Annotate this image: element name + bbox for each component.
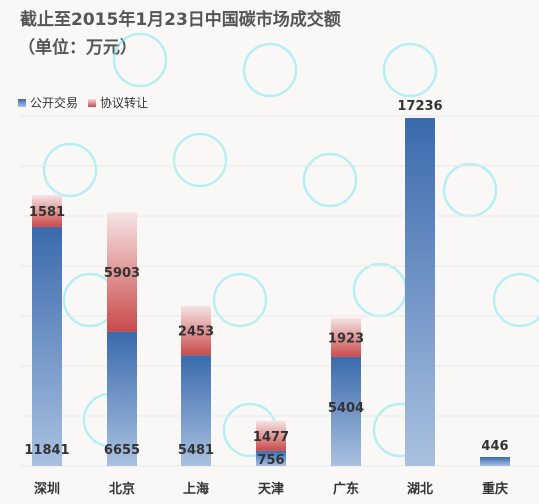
- bar-agreement: [256, 420, 286, 451]
- bar-public: [405, 118, 435, 466]
- chart-title: 截止至2015年1月23日中国碳市场成交额: [20, 10, 341, 30]
- watermark-circle: [492, 272, 539, 328]
- legend-swatch-agreement: [88, 98, 97, 107]
- x-tick-label: 重庆: [482, 481, 508, 497]
- bar-public: [32, 226, 62, 466]
- bar-agreement: [32, 195, 62, 227]
- x-tick-label: 深圳: [34, 481, 60, 497]
- label-public: 6655: [104, 443, 140, 458]
- x-tick-label: 湖北: [407, 482, 433, 497]
- legend-label-public: 公开交易: [30, 96, 79, 110]
- legend-swatch-public: [18, 98, 26, 107]
- x-axis-ticks: 深圳 北京 上海 天津 广东 湖北 重庆: [34, 481, 508, 497]
- bar-agreement: [107, 212, 137, 332]
- label-agreement: 2453: [178, 325, 214, 340]
- watermark-circle: [242, 42, 298, 98]
- x-tick-label: 上海: [183, 481, 209, 497]
- bar-agreement: [181, 305, 211, 356]
- legend-label-agreement: 协议转让: [100, 96, 149, 110]
- bar-public: [181, 355, 211, 466]
- legend-item-agreement: 协议转让: [88, 94, 148, 111]
- legend: 公开交易 协议转让: [18, 94, 148, 111]
- label-public: 5404: [328, 401, 364, 416]
- watermark-circle: [302, 152, 358, 208]
- watermark-circle: [352, 262, 408, 318]
- label-agreement: 1477: [253, 430, 289, 445]
- watermark-circle: [442, 162, 498, 218]
- label-public: 11841: [24, 443, 69, 458]
- watermark-circle: [172, 132, 228, 188]
- grid-lines: [20, 115, 539, 467]
- chart-subtitle: （单位：万元）: [18, 38, 137, 58]
- label-public: 446: [481, 439, 508, 454]
- label-agreement: 5903: [104, 266, 140, 281]
- bar-public: [480, 456, 510, 466]
- label-public: 5481: [178, 443, 214, 458]
- label-public: 756: [257, 453, 284, 468]
- watermark-circle: [382, 42, 438, 98]
- x-tick-label: 广东: [333, 481, 359, 497]
- watermark-circle: [112, 32, 168, 88]
- value-labels: 11841 1581 6655 5903 5481 2453 756 1477 5404 1923…: [24, 99, 508, 468]
- bars: [32, 118, 510, 466]
- x-tick-label: 天津: [258, 481, 284, 497]
- bar-public: [256, 450, 286, 466]
- label-agreement: 1923: [328, 331, 364, 346]
- label-public: 17236: [397, 99, 442, 114]
- legend-item-public: 公开交易: [18, 94, 78, 111]
- label-agreement: 1581: [29, 205, 65, 220]
- bar-public: [107, 331, 137, 466]
- x-tick-label: 北京: [109, 481, 135, 497]
- watermark-circle: [42, 142, 98, 198]
- bar-public: [331, 356, 361, 466]
- watermark-circle: [212, 272, 268, 328]
- bar-agreement: [331, 318, 361, 357]
